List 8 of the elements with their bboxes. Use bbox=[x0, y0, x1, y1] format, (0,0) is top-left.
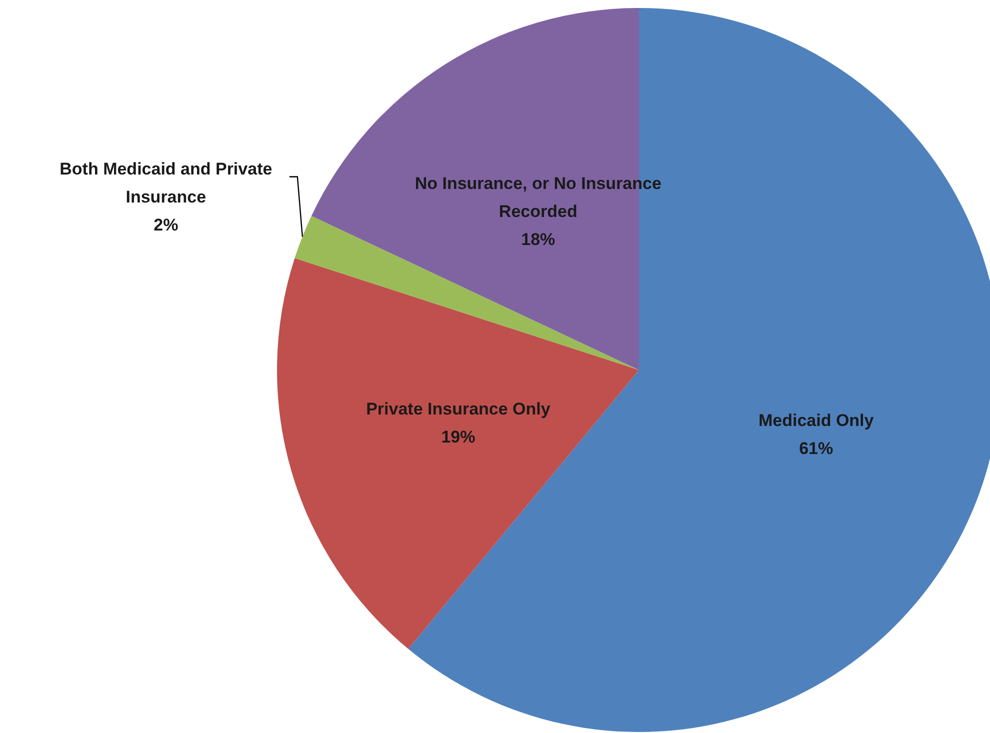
slice-label: Medicaid Only bbox=[758, 410, 874, 430]
data-label: 19% bbox=[441, 427, 476, 446]
slice-label: No Insurance, or No Insurance Recorded bbox=[414, 174, 662, 221]
data-label: 61% bbox=[799, 438, 834, 458]
slice-label: Private Insurance Only bbox=[366, 399, 551, 418]
data-label: 18% bbox=[521, 230, 556, 249]
slice-label: Both Medicaid and Private Insurance bbox=[60, 159, 272, 206]
data-label: 2% bbox=[154, 215, 178, 234]
